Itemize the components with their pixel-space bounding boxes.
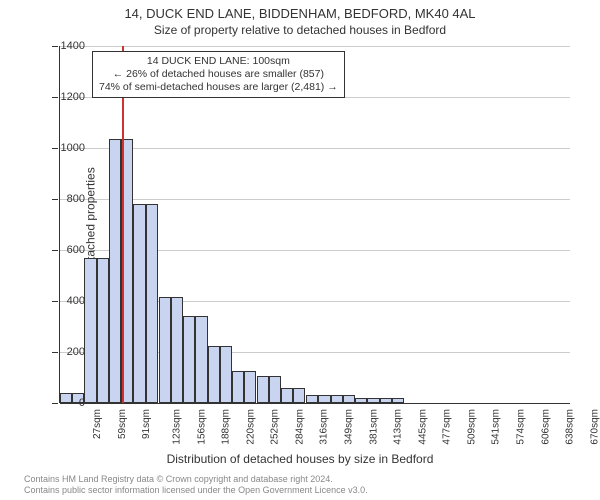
- chart-title-sub: Size of property relative to detached ho…: [0, 23, 600, 37]
- annotation-line-1: 14 DUCK END LANE: 100sqm: [99, 55, 338, 68]
- histogram-bar: [109, 139, 121, 403]
- x-tick-label: 606sqm: [540, 409, 551, 445]
- y-tick-label: 200: [45, 346, 85, 358]
- histogram-bar: [269, 376, 281, 403]
- histogram-bar: [244, 371, 256, 403]
- y-tick-label: 400: [45, 295, 85, 307]
- x-tick-label: 477sqm: [442, 409, 453, 445]
- x-tick-label: 349sqm: [344, 409, 355, 445]
- x-tick-label: 59sqm: [117, 409, 128, 439]
- y-tick-label: 1000: [45, 142, 85, 154]
- y-tick-label: 0: [45, 397, 85, 409]
- x-tick-label: 638sqm: [565, 409, 576, 445]
- x-tick-label: 220sqm: [245, 409, 256, 445]
- histogram-bar: [343, 395, 355, 403]
- x-tick-label: 574sqm: [516, 409, 527, 445]
- gridline: [60, 46, 570, 47]
- chart-container: 14, DUCK END LANE, BIDDENHAM, BEDFORD, M…: [0, 0, 600, 500]
- histogram-bar: [183, 316, 195, 403]
- x-tick-label: 91sqm: [141, 409, 152, 439]
- histogram-bar: [220, 346, 232, 403]
- x-tick-label: 156sqm: [196, 409, 207, 445]
- histogram-bar: [232, 371, 244, 403]
- chart-title-main: 14, DUCK END LANE, BIDDENHAM, BEDFORD, M…: [0, 6, 600, 21]
- histogram-bar: [159, 297, 171, 403]
- annotation-line-3: 74% of semi-detached houses are larger (…: [99, 81, 338, 94]
- x-tick-label: 284sqm: [294, 409, 305, 445]
- gridline: [60, 199, 570, 200]
- y-tick-label: 1400: [45, 40, 85, 52]
- x-tick-label: 252sqm: [270, 409, 281, 445]
- histogram-bar: [367, 398, 379, 403]
- gridline: [60, 148, 570, 149]
- histogram-bar: [293, 388, 305, 403]
- histogram-bar: [306, 395, 318, 403]
- reference-line: [122, 46, 124, 403]
- x-axis-label: Distribution of detached houses by size …: [0, 452, 600, 466]
- x-tick-label: 509sqm: [466, 409, 477, 445]
- histogram-bar: [195, 316, 207, 403]
- y-tick-label: 600: [45, 244, 85, 256]
- y-tick-label: 800: [45, 193, 85, 205]
- histogram-bar: [171, 297, 183, 403]
- x-tick-label: 27sqm: [92, 409, 103, 439]
- histogram-bar: [355, 398, 367, 403]
- x-tick-label: 381sqm: [368, 409, 379, 445]
- caption-line-2: Contains public sector information licen…: [24, 485, 368, 496]
- x-tick-label: 123sqm: [171, 409, 182, 445]
- caption: Contains HM Land Registry data © Crown c…: [24, 474, 368, 497]
- annotation-line-2: ← 26% of detached houses are smaller (85…: [99, 68, 338, 81]
- y-tick-label: 1200: [45, 91, 85, 103]
- x-tick-label: 670sqm: [589, 409, 600, 445]
- x-tick-label: 541sqm: [491, 409, 502, 445]
- histogram-bar: [392, 398, 404, 403]
- annotation-box: 14 DUCK END LANE: 100sqm ← 26% of detach…: [92, 51, 345, 98]
- histogram-bar: [133, 204, 145, 403]
- x-tick-label: 316sqm: [319, 409, 330, 445]
- x-tick-label: 413sqm: [393, 409, 404, 445]
- histogram-bar: [318, 395, 330, 403]
- histogram-bar: [331, 395, 343, 403]
- histogram-bar: [257, 376, 269, 403]
- histogram-bar: [84, 258, 96, 403]
- x-tick-label: 445sqm: [417, 409, 428, 445]
- histogram-bar: [380, 398, 392, 403]
- histogram-bar: [146, 204, 158, 403]
- plot-area: [60, 46, 570, 403]
- x-tick-label: 188sqm: [221, 409, 232, 445]
- caption-line-1: Contains HM Land Registry data © Crown c…: [24, 474, 368, 485]
- histogram-bar: [208, 346, 220, 403]
- x-axis-line: [60, 403, 570, 404]
- histogram-bar: [281, 388, 293, 403]
- histogram-bar: [97, 258, 109, 403]
